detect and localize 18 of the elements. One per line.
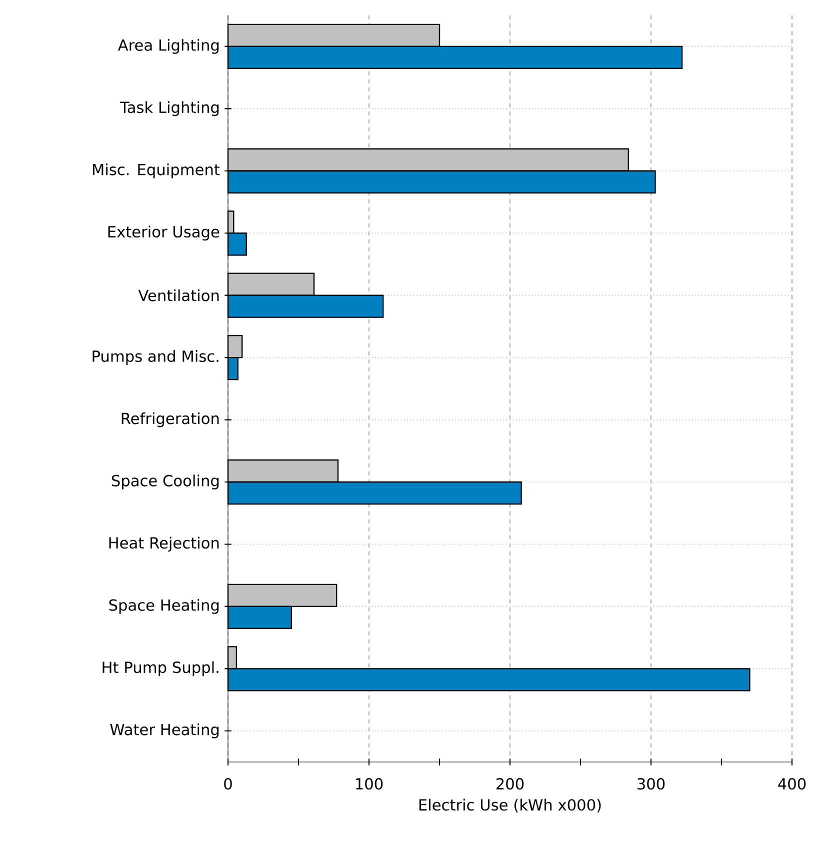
y-tick-label: Misc. Equipment (92, 163, 220, 178)
x-tick-label: 400 (778, 778, 806, 790)
x-tick-label: 0 (224, 778, 232, 790)
y-tick-label: Heat Rejection (109, 536, 219, 552)
y-tick-label: Space Heating (109, 599, 219, 614)
y-tick-label: Space Cooling (112, 474, 219, 490)
y-tick-label: Area Lighting (118, 39, 219, 54)
y-tick-label: Water Heating (110, 723, 219, 738)
x-tick-label: 100 (356, 778, 383, 790)
y-tick-label: Pumps and Misc. (92, 350, 218, 365)
y-tick-label: Exterior Usage (108, 226, 220, 241)
y-tick-label: Refrigeration (122, 412, 219, 428)
y-tick-label: Task Lighting (120, 101, 219, 116)
x-tick-label: 200 (496, 778, 524, 790)
y-tick-label: Ventilation (138, 289, 219, 302)
x-tick-label: 300 (638, 778, 665, 790)
y-tick-label: Ht Pump Suppl. (102, 661, 218, 676)
x-axis-title: Electric Use (kWh x000) (419, 798, 601, 812)
